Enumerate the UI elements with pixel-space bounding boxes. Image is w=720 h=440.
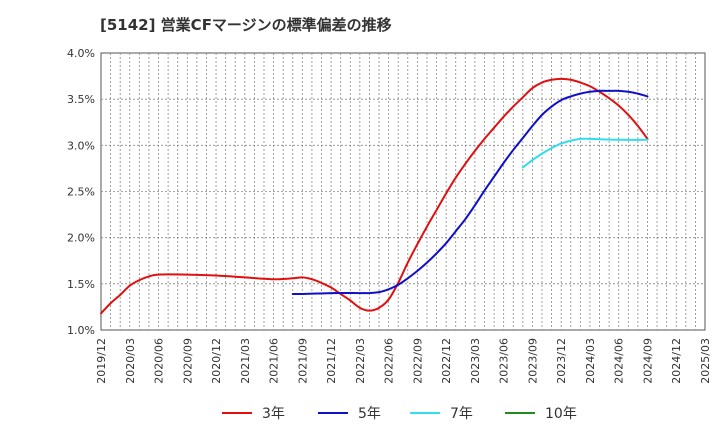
y-tick-label: 1.5% bbox=[67, 278, 95, 291]
y-tick-label: 3.5% bbox=[67, 93, 95, 106]
x-tick-label: 2020/03 bbox=[124, 338, 137, 384]
x-tick-label: 2024/03 bbox=[584, 338, 597, 384]
x-tick-label: 2024/09 bbox=[641, 338, 654, 384]
x-tick-label: 2021/03 bbox=[239, 338, 252, 384]
x-tick-label: 2020/12 bbox=[210, 338, 223, 384]
grid-lines bbox=[101, 53, 705, 330]
series-line-7年 bbox=[521, 137, 649, 169]
y-tick-label: 4.0% bbox=[67, 47, 95, 60]
x-tick-label: 2024/12 bbox=[670, 338, 683, 384]
legend-label: 3年 bbox=[262, 406, 285, 422]
x-tick-label: 2022/06 bbox=[383, 338, 396, 384]
x-tick-label: 2022/12 bbox=[440, 338, 453, 384]
x-tick-label: 2023/06 bbox=[498, 338, 511, 384]
y-tick-label: 3.0% bbox=[67, 139, 95, 152]
legend-label: 5年 bbox=[358, 406, 381, 422]
y-tick-label: 2.5% bbox=[67, 186, 95, 199]
x-tick-label: 2021/06 bbox=[268, 338, 281, 384]
series-line-5年 bbox=[291, 89, 649, 296]
x-tick-label: 2023/09 bbox=[526, 338, 539, 384]
x-tick-label: 2022/09 bbox=[411, 338, 424, 384]
x-axis-tick-labels: 2019/12 2020/03 2020/06 2020/09 2020/12 2021/… bbox=[95, 338, 712, 384]
x-tick-label: 2021/09 bbox=[296, 338, 309, 384]
legend-label: 7年 bbox=[450, 406, 473, 422]
x-tick-label: 2024/06 bbox=[613, 338, 626, 384]
legend-label: 10年 bbox=[545, 406, 577, 422]
series-lines bbox=[100, 77, 649, 315]
legend: 3年 5年 7年 10年 bbox=[222, 406, 577, 422]
x-tick-label: 2021/12 bbox=[325, 338, 338, 384]
x-tick-label: 2025/03 bbox=[699, 338, 712, 384]
series-line-3年 bbox=[100, 77, 649, 315]
y-tick-label: 2.0% bbox=[67, 232, 95, 245]
y-axis-tick-labels: 1.0% 1.5% 2.0% 2.5% 3.0% 3.5% 4.0% bbox=[67, 47, 95, 337]
x-tick-label: 2020/06 bbox=[153, 338, 166, 384]
x-tick-label: 2020/09 bbox=[181, 338, 194, 384]
x-tick-label: 2019/12 bbox=[95, 338, 108, 384]
x-tick-label: 2022/03 bbox=[354, 338, 367, 384]
y-tick-label: 1.0% bbox=[67, 324, 95, 337]
chart-title: [5142] 営業CFマージンの標準偏差の推移 bbox=[100, 16, 392, 34]
x-tick-label: 2023/03 bbox=[469, 338, 482, 384]
x-tick-label: 2023/12 bbox=[555, 338, 568, 384]
